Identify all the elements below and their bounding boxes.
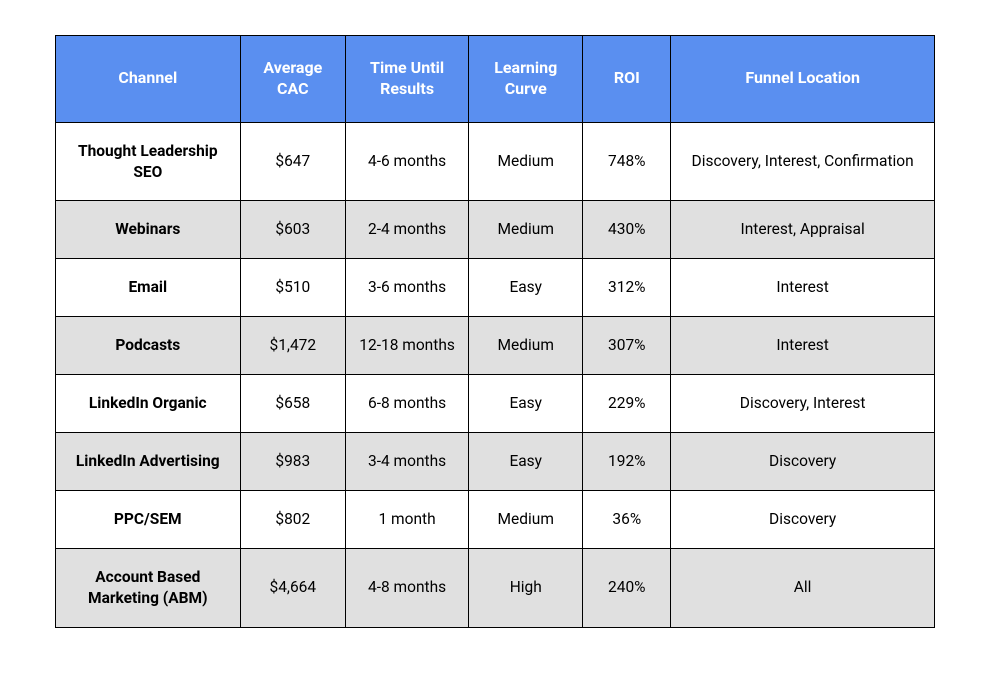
cell-time: 6-8 months [346,375,469,433]
cell-channel: LinkedIn Advertising [56,433,241,491]
table-header-row: Channel Average CAC Time Until Results L… [56,36,935,123]
cell-roi: 312% [583,259,671,317]
col-header-funnel: Funnel Location [671,36,935,123]
cell-roi: 748% [583,122,671,201]
cell-time: 3-4 months [346,433,469,491]
table-row: Webinars $603 2-4 months Medium 430% Int… [56,201,935,259]
cell-cac: $658 [240,375,345,433]
cell-time: 4-8 months [346,548,469,627]
col-header-roi: ROI [583,36,671,123]
cell-channel: Email [56,259,241,317]
cell-channel: Webinars [56,201,241,259]
col-header-time: Time Until Results [346,36,469,123]
marketing-channels-table: Channel Average CAC Time Until Results L… [55,35,935,628]
table-row: Account Based Marketing (ABM) $4,664 4-8… [56,548,935,627]
cell-roi: 307% [583,317,671,375]
cell-cac: $4,664 [240,548,345,627]
cell-funnel: Discovery, Interest [671,375,935,433]
cell-cac: $983 [240,433,345,491]
cell-channel: Account Based Marketing (ABM) [56,548,241,627]
cell-funnel: Discovery [671,433,935,491]
cell-channel: PPC/SEM [56,491,241,549]
cell-funnel: Interest, Appraisal [671,201,935,259]
table-row: Thought Leadership SEO $647 4-6 months M… [56,122,935,201]
cell-roi: 229% [583,375,671,433]
cell-curve: Medium [469,317,583,375]
cell-cac: $802 [240,491,345,549]
table-row: PPC/SEM $802 1 month Medium 36% Discover… [56,491,935,549]
cell-funnel: Discovery, Interest, Confirmation [671,122,935,201]
cell-channel: Podcasts [56,317,241,375]
table-row: Podcasts $1,472 12-18 months Medium 307%… [56,317,935,375]
table-body: Thought Leadership SEO $647 4-6 months M… [56,122,935,627]
col-header-curve: Learning Curve [469,36,583,123]
cell-cac: $510 [240,259,345,317]
cell-curve: High [469,548,583,627]
cell-cac: $1,472 [240,317,345,375]
cell-roi: 430% [583,201,671,259]
cell-channel: Thought Leadership SEO [56,122,241,201]
col-header-channel: Channel [56,36,241,123]
cell-time: 1 month [346,491,469,549]
table-row: Email $510 3-6 months Easy 312% Interest [56,259,935,317]
cell-curve: Medium [469,122,583,201]
cell-time: 4-6 months [346,122,469,201]
cell-time: 2-4 months [346,201,469,259]
cell-time: 12-18 months [346,317,469,375]
cell-funnel: Interest [671,259,935,317]
cell-curve: Easy [469,433,583,491]
cell-curve: Easy [469,375,583,433]
table-row: LinkedIn Organic $658 6-8 months Easy 22… [56,375,935,433]
cell-curve: Easy [469,259,583,317]
cell-roi: 192% [583,433,671,491]
col-header-cac: Average CAC [240,36,345,123]
cell-curve: Medium [469,201,583,259]
cell-funnel: Interest [671,317,935,375]
cell-time: 3-6 months [346,259,469,317]
cell-funnel: Discovery [671,491,935,549]
cell-roi: 36% [583,491,671,549]
table-row: LinkedIn Advertising $983 3-4 months Eas… [56,433,935,491]
cell-cac: $603 [240,201,345,259]
cell-curve: Medium [469,491,583,549]
cell-funnel: All [671,548,935,627]
cell-channel: LinkedIn Organic [56,375,241,433]
cell-cac: $647 [240,122,345,201]
cell-roi: 240% [583,548,671,627]
